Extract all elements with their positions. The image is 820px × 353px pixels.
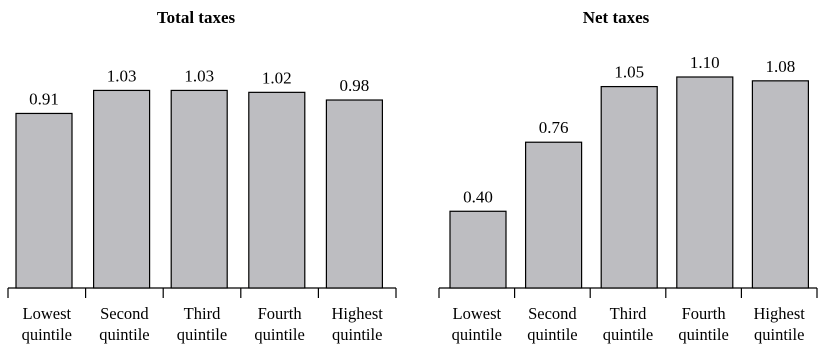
total-taxes-category-label-5-line-1: Highest bbox=[332, 304, 384, 323]
net-taxes-bar-5 bbox=[751, 80, 810, 289]
net-taxes-bar-4 bbox=[676, 76, 734, 289]
total-taxes-category-label-4-line-1: Fourth bbox=[258, 304, 303, 323]
net-taxes-value-label-4: 1.10 bbox=[690, 53, 720, 72]
net-taxes-value-label-1: 0.40 bbox=[463, 187, 493, 206]
total-taxes-bar-5 bbox=[325, 99, 383, 289]
net-taxes-category-label-1-line-2: quintile bbox=[452, 325, 502, 344]
total-taxes-category-label-1-line-1: Lowest bbox=[23, 304, 72, 323]
total-taxes-chart: Total taxes 0.91 Lowest quintile 1.03 Second… bbox=[7, 8, 397, 344]
total-taxes-bar-1 bbox=[15, 112, 73, 289]
net-taxes-value-label-3: 1.05 bbox=[614, 63, 644, 82]
total-taxes-bar-4 bbox=[248, 91, 306, 289]
net-taxes-category-label-3-line-1: Third bbox=[610, 304, 647, 323]
chart-title-net-taxes: Net taxes bbox=[583, 8, 650, 27]
chart-title-total-taxes: Total taxes bbox=[157, 8, 236, 27]
net-taxes-category-label-2-line-2: quintile bbox=[527, 325, 577, 344]
net-taxes-bar-3 bbox=[600, 85, 658, 289]
total-taxes-category-label-3-line-1: Third bbox=[184, 304, 221, 323]
total-taxes-category-label-2-line-1: Second bbox=[100, 304, 149, 323]
net-taxes-category-label-2-line-1: Second bbox=[528, 304, 577, 323]
net-taxes-category-label-5-line-1: Highest bbox=[754, 304, 806, 323]
total-taxes-bar-2 bbox=[92, 89, 151, 289]
net-taxes-value-label-2: 0.76 bbox=[539, 118, 569, 137]
net-taxes-category-label-5-line-2: quintile bbox=[754, 325, 804, 344]
total-taxes-value-label-4: 1.02 bbox=[262, 68, 292, 87]
net-taxes-category-label-4-line-1: Fourth bbox=[682, 304, 727, 323]
total-taxes-value-label-3: 1.03 bbox=[184, 66, 214, 85]
net-taxes-category-label-4-line-2: quintile bbox=[678, 325, 728, 344]
total-taxes-bar-3 bbox=[170, 89, 228, 289]
net-taxes-category-label-3-line-2: quintile bbox=[603, 325, 653, 344]
net-taxes-bar-2 bbox=[524, 141, 583, 289]
net-taxes-category-label-1-line-1: Lowest bbox=[453, 304, 502, 323]
total-taxes-value-label-5: 0.98 bbox=[340, 76, 370, 95]
net-taxes-chart: Net taxes 0.40 Lowest quintile 0.76 Second qu… bbox=[438, 8, 818, 344]
total-taxes-category-label-2-line-2: quintile bbox=[99, 325, 149, 344]
total-taxes-category-label-1-line-2: quintile bbox=[22, 325, 72, 344]
total-taxes-category-label-5-line-2: quintile bbox=[332, 325, 382, 344]
total-taxes-category-label-3-line-2: quintile bbox=[177, 325, 227, 344]
net-taxes-bar-1 bbox=[449, 210, 507, 289]
total-taxes-value-label-1: 0.91 bbox=[29, 89, 59, 108]
total-taxes-category-label-4-line-2: quintile bbox=[254, 325, 304, 344]
net-taxes-value-label-5: 1.08 bbox=[766, 57, 796, 76]
total-taxes-value-label-2: 1.03 bbox=[107, 66, 137, 85]
